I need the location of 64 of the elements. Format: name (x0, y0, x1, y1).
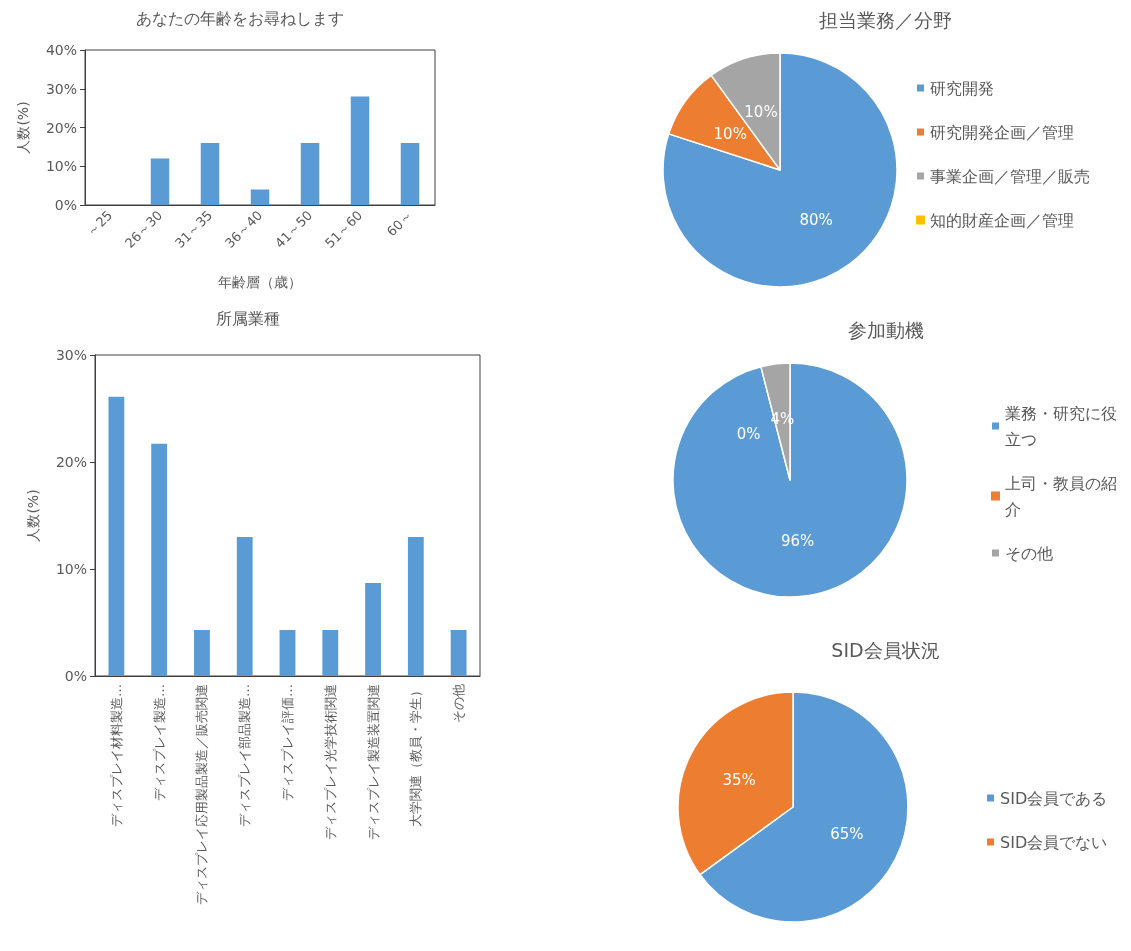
bar (236, 536, 253, 676)
data-label: 10% (744, 102, 778, 121)
y-axis-title: 人数(%) (25, 489, 41, 542)
x-tick-label: ～25 (83, 207, 116, 240)
legend-label: 研究開発企画／管理 (930, 122, 1074, 142)
legend-label: 上司・教員の紹介 (1005, 473, 1117, 519)
legend-label: 研究開発 (930, 78, 994, 98)
x-tick-label: ディスプレイ材料製造… (108, 684, 124, 827)
y-tick-label: 20% (45, 119, 77, 136)
x-tick-label: 36～40 (222, 207, 266, 251)
bar (108, 396, 125, 676)
x-tick-label: ディスプレイ製造装置関連 (365, 684, 381, 840)
data-label: 80% (799, 210, 833, 229)
bar (250, 189, 270, 205)
chart-title: 担当業務／分野 (819, 8, 952, 31)
x-tick-label: その他 (451, 684, 467, 723)
bar (450, 629, 467, 676)
y-tick-label: 10% (55, 561, 87, 577)
y-axis-title: 人数(%) (15, 101, 31, 154)
data-label: 65% (830, 825, 864, 844)
bar (279, 629, 296, 676)
x-tick-label: 26～30 (122, 207, 166, 251)
chart-title: SID会員状況 (831, 638, 940, 661)
x-tick-label: 31～35 (172, 207, 216, 251)
x-axis-title: 年齢層（歳） (218, 274, 302, 290)
x-tick-label: ディスプレイ評価… (280, 684, 295, 801)
x-tick-label: 60～ (383, 207, 416, 240)
x-tick-label: 51～60 (322, 207, 366, 251)
bar (151, 443, 168, 676)
bar (200, 143, 220, 205)
data-label: 96% (781, 532, 815, 551)
legend-label: その他 (1005, 543, 1053, 563)
chart-title: 参加動機 (847, 318, 924, 341)
x-tick-label: ディスプレイ製造… (151, 684, 167, 801)
x-tick-label: ディスプレイ部品製造… (237, 684, 253, 827)
y-tick-label: 40% (45, 42, 77, 58)
bar (194, 629, 210, 676)
data-label: 10% (713, 124, 747, 143)
y-tick-label: 0% (54, 197, 77, 213)
legend-label: 知的財産企画／管理 (930, 210, 1074, 230)
y-tick-label: 30% (55, 347, 87, 363)
bar (322, 629, 339, 676)
bar (400, 143, 420, 205)
x-tick-label: ディスプレイ光学技術関連 (322, 684, 338, 840)
y-tick-label: 20% (55, 454, 87, 470)
y-tick-label: 10% (45, 158, 77, 175)
x-tick-label: 大学関連（教員・学生） (408, 684, 424, 827)
bar (407, 536, 424, 676)
bar (300, 143, 320, 205)
chart-title: あなたの年齢をお尋ねします (136, 8, 344, 28)
legend-label: SID会員でない (1000, 832, 1108, 852)
legend-label: 業務・研究に役立つ (1005, 403, 1117, 449)
bar (150, 158, 170, 205)
text: 0% (736, 425, 761, 444)
data-label: 35% (722, 770, 756, 789)
bar (350, 96, 370, 205)
x-tick-label: 41～50 (272, 207, 316, 251)
y-tick-label: 0% (64, 668, 87, 684)
y-tick-label: 30% (45, 80, 77, 97)
x-tick-label: ディスプレイ応用製品製造／販売関連 (194, 684, 210, 905)
legend-label: 事業企画／管理／販売 (930, 166, 1090, 186)
chart-title: 所属業種 (215, 308, 280, 328)
legend-label: SID会員である (1000, 788, 1108, 808)
bar (365, 582, 381, 676)
